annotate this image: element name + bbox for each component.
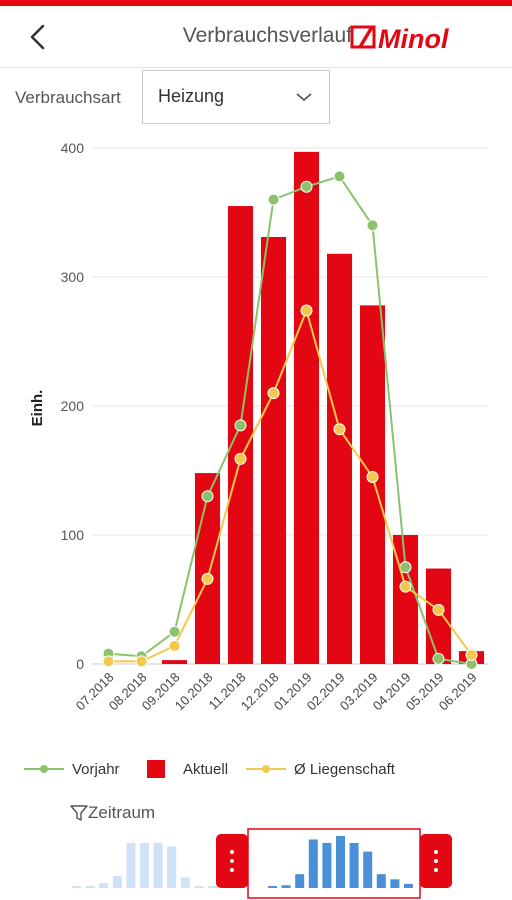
minol-logo-mark-icon: [350, 25, 376, 49]
overview-bar: [126, 842, 136, 888]
consumption-type-select[interactable]: Heizung: [142, 70, 330, 124]
period-filter-label[interactable]: Zeitraum: [70, 803, 155, 823]
point-liegenschaft[interactable]: [300, 304, 313, 317]
app-header: Verbrauchsverlauf Minol: [0, 6, 512, 68]
line-vorjahr: [108, 175, 472, 665]
point-vorjahr[interactable]: [432, 652, 445, 665]
overview-bar: [349, 842, 359, 888]
overview-bar: [404, 883, 413, 888]
y-tick-label: 100: [61, 527, 85, 543]
overview-bar: [376, 874, 386, 888]
legend-label-liegenschaft: Ø Liegenschaft: [294, 760, 395, 778]
overview-bar: [390, 879, 400, 888]
legend-label-vorjahr: Vorjahr: [72, 760, 120, 778]
minol-logo-text: Minol: [378, 24, 449, 53]
bar-aktuell[interactable]: [260, 237, 287, 664]
bar-aktuell[interactable]: [161, 660, 188, 664]
point-liegenschaft[interactable]: [168, 639, 181, 652]
point-liegenschaft[interactable]: [201, 572, 214, 585]
chevron-down-icon: [296, 93, 312, 102]
minol-logo: Minol: [350, 24, 449, 53]
legend-label-aktuell: Aktuell: [183, 760, 229, 778]
period-label-text: Zeitraum: [88, 803, 156, 822]
point-vorjahr[interactable]: [267, 193, 280, 206]
y-tick-label: 200: [61, 398, 85, 414]
page-title: Verbrauchsverlauf: [182, 24, 352, 47]
overview-bar: [268, 886, 277, 888]
overview-bar: [153, 842, 163, 888]
overview-bar: [194, 886, 204, 888]
bar-aktuell[interactable]: [425, 568, 452, 664]
point-liegenschaft[interactable]: [234, 452, 247, 465]
overview-bar: [112, 875, 122, 888]
back-arrow-icon[interactable]: [22, 20, 56, 54]
bar-aktuell[interactable]: [194, 473, 221, 664]
point-liegenschaft[interactable]: [267, 387, 280, 400]
overview-bar: [167, 846, 177, 888]
bar-aktuell[interactable]: [326, 253, 353, 664]
line-liegenschaft: [108, 307, 473, 663]
legend-liegenschaft-line-icon: [246, 765, 286, 773]
filter-funnel-icon: [70, 805, 88, 821]
legend-vorjahr-line-icon: [24, 765, 64, 773]
legend-item-aktuell[interactable]: Aktuell: [147, 757, 228, 781]
bar-aktuell[interactable]: [359, 305, 386, 664]
point-liegenschaft[interactable]: [102, 655, 115, 668]
point-vorjahr[interactable]: [333, 170, 346, 183]
legend-item-vorjahr[interactable]: Vorjahr: [24, 757, 120, 781]
drag-dots-icon: [230, 850, 234, 872]
point-liegenschaft[interactable]: [135, 655, 148, 668]
point-vorjahr[interactable]: [366, 219, 379, 232]
overview-bar: [85, 886, 95, 888]
chart-legend: Vorjahr Aktuell Ø Liegenschaft: [24, 757, 494, 781]
overview-bar: [322, 842, 332, 888]
legend-item-liegenschaft[interactable]: Ø Liegenschaft: [246, 757, 395, 781]
point-vorjahr[interactable]: [201, 490, 214, 503]
point-vorjahr[interactable]: [300, 180, 313, 193]
overview-bar: [308, 839, 318, 888]
overview-bar: [363, 851, 373, 888]
point-vorjahr[interactable]: [234, 419, 247, 432]
overview-bar: [180, 877, 190, 888]
bar-aktuell[interactable]: [227, 206, 254, 665]
bar-aktuell[interactable]: [293, 151, 320, 664]
consumption-type-value: Heizung: [158, 86, 225, 106]
overview-bar: [72, 886, 81, 888]
legend-aktuell-square-icon: [147, 760, 165, 778]
overview-bar: [281, 885, 291, 888]
point-liegenschaft[interactable]: [432, 603, 445, 616]
overview-bar: [336, 836, 345, 888]
period-navigator[interactable]: [0, 828, 512, 900]
point-liegenschaft[interactable]: [366, 470, 379, 483]
period-handle-right[interactable]: [420, 834, 452, 888]
overview-bar: [99, 883, 109, 888]
consumption-type-label: Verbrauchsart: [15, 88, 121, 107]
y-tick-label: 300: [61, 269, 85, 285]
point-vorjahr[interactable]: [168, 625, 181, 638]
point-liegenschaft[interactable]: [333, 423, 346, 436]
point-liegenschaft[interactable]: [465, 648, 478, 661]
overview-bar: [208, 886, 217, 888]
y-tick-label: 0: [76, 656, 84, 672]
overview-bar: [295, 874, 305, 888]
overview-bar: [140, 842, 149, 888]
y-tick-label: 400: [61, 140, 85, 156]
top-accent-bar: [0, 0, 512, 6]
period-handle-left[interactable]: [216, 834, 248, 888]
y-axis-label: Einh.: [29, 390, 46, 427]
drag-dots-icon: [434, 850, 438, 872]
point-liegenschaft[interactable]: [399, 580, 412, 593]
